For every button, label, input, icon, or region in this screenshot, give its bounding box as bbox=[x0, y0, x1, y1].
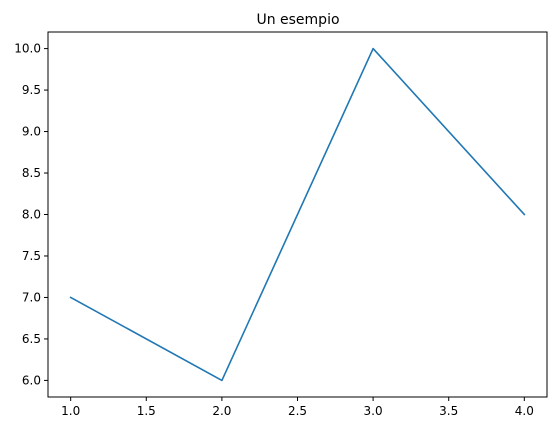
y-tick-label: 6.0 bbox=[22, 373, 41, 387]
y-tick-label: 8.0 bbox=[22, 208, 41, 222]
x-tick-label: 2.5 bbox=[288, 404, 307, 418]
y-tick-label: 7.5 bbox=[22, 249, 41, 263]
x-tick-label: 1.0 bbox=[61, 404, 80, 418]
y-tick-label: 6.5 bbox=[22, 332, 41, 346]
x-tick-label: 2.0 bbox=[212, 404, 231, 418]
series-line bbox=[69, 47, 526, 382]
y-tick-label: 9.5 bbox=[22, 83, 41, 97]
y-tick-label: 10.0 bbox=[14, 42, 41, 56]
plot-area: 1.0 1.5 2.0 2.5 3.0 3.5 4.0 6.0 6.5 7.0 7.5 8.0 8.5 9… bbox=[14, 31, 548, 418]
y-tick-label: 8.5 bbox=[22, 166, 41, 180]
y-tick-label: 9.0 bbox=[22, 125, 41, 139]
x-tick-label: 3.5 bbox=[439, 404, 458, 418]
chart-title: Un esempio bbox=[256, 12, 339, 28]
x-tick-label: 1.5 bbox=[137, 404, 156, 418]
y-tick-label: 7.0 bbox=[22, 290, 41, 304]
x-tick-label: 3.0 bbox=[364, 404, 383, 418]
x-tick-label: 4.0 bbox=[515, 404, 534, 418]
